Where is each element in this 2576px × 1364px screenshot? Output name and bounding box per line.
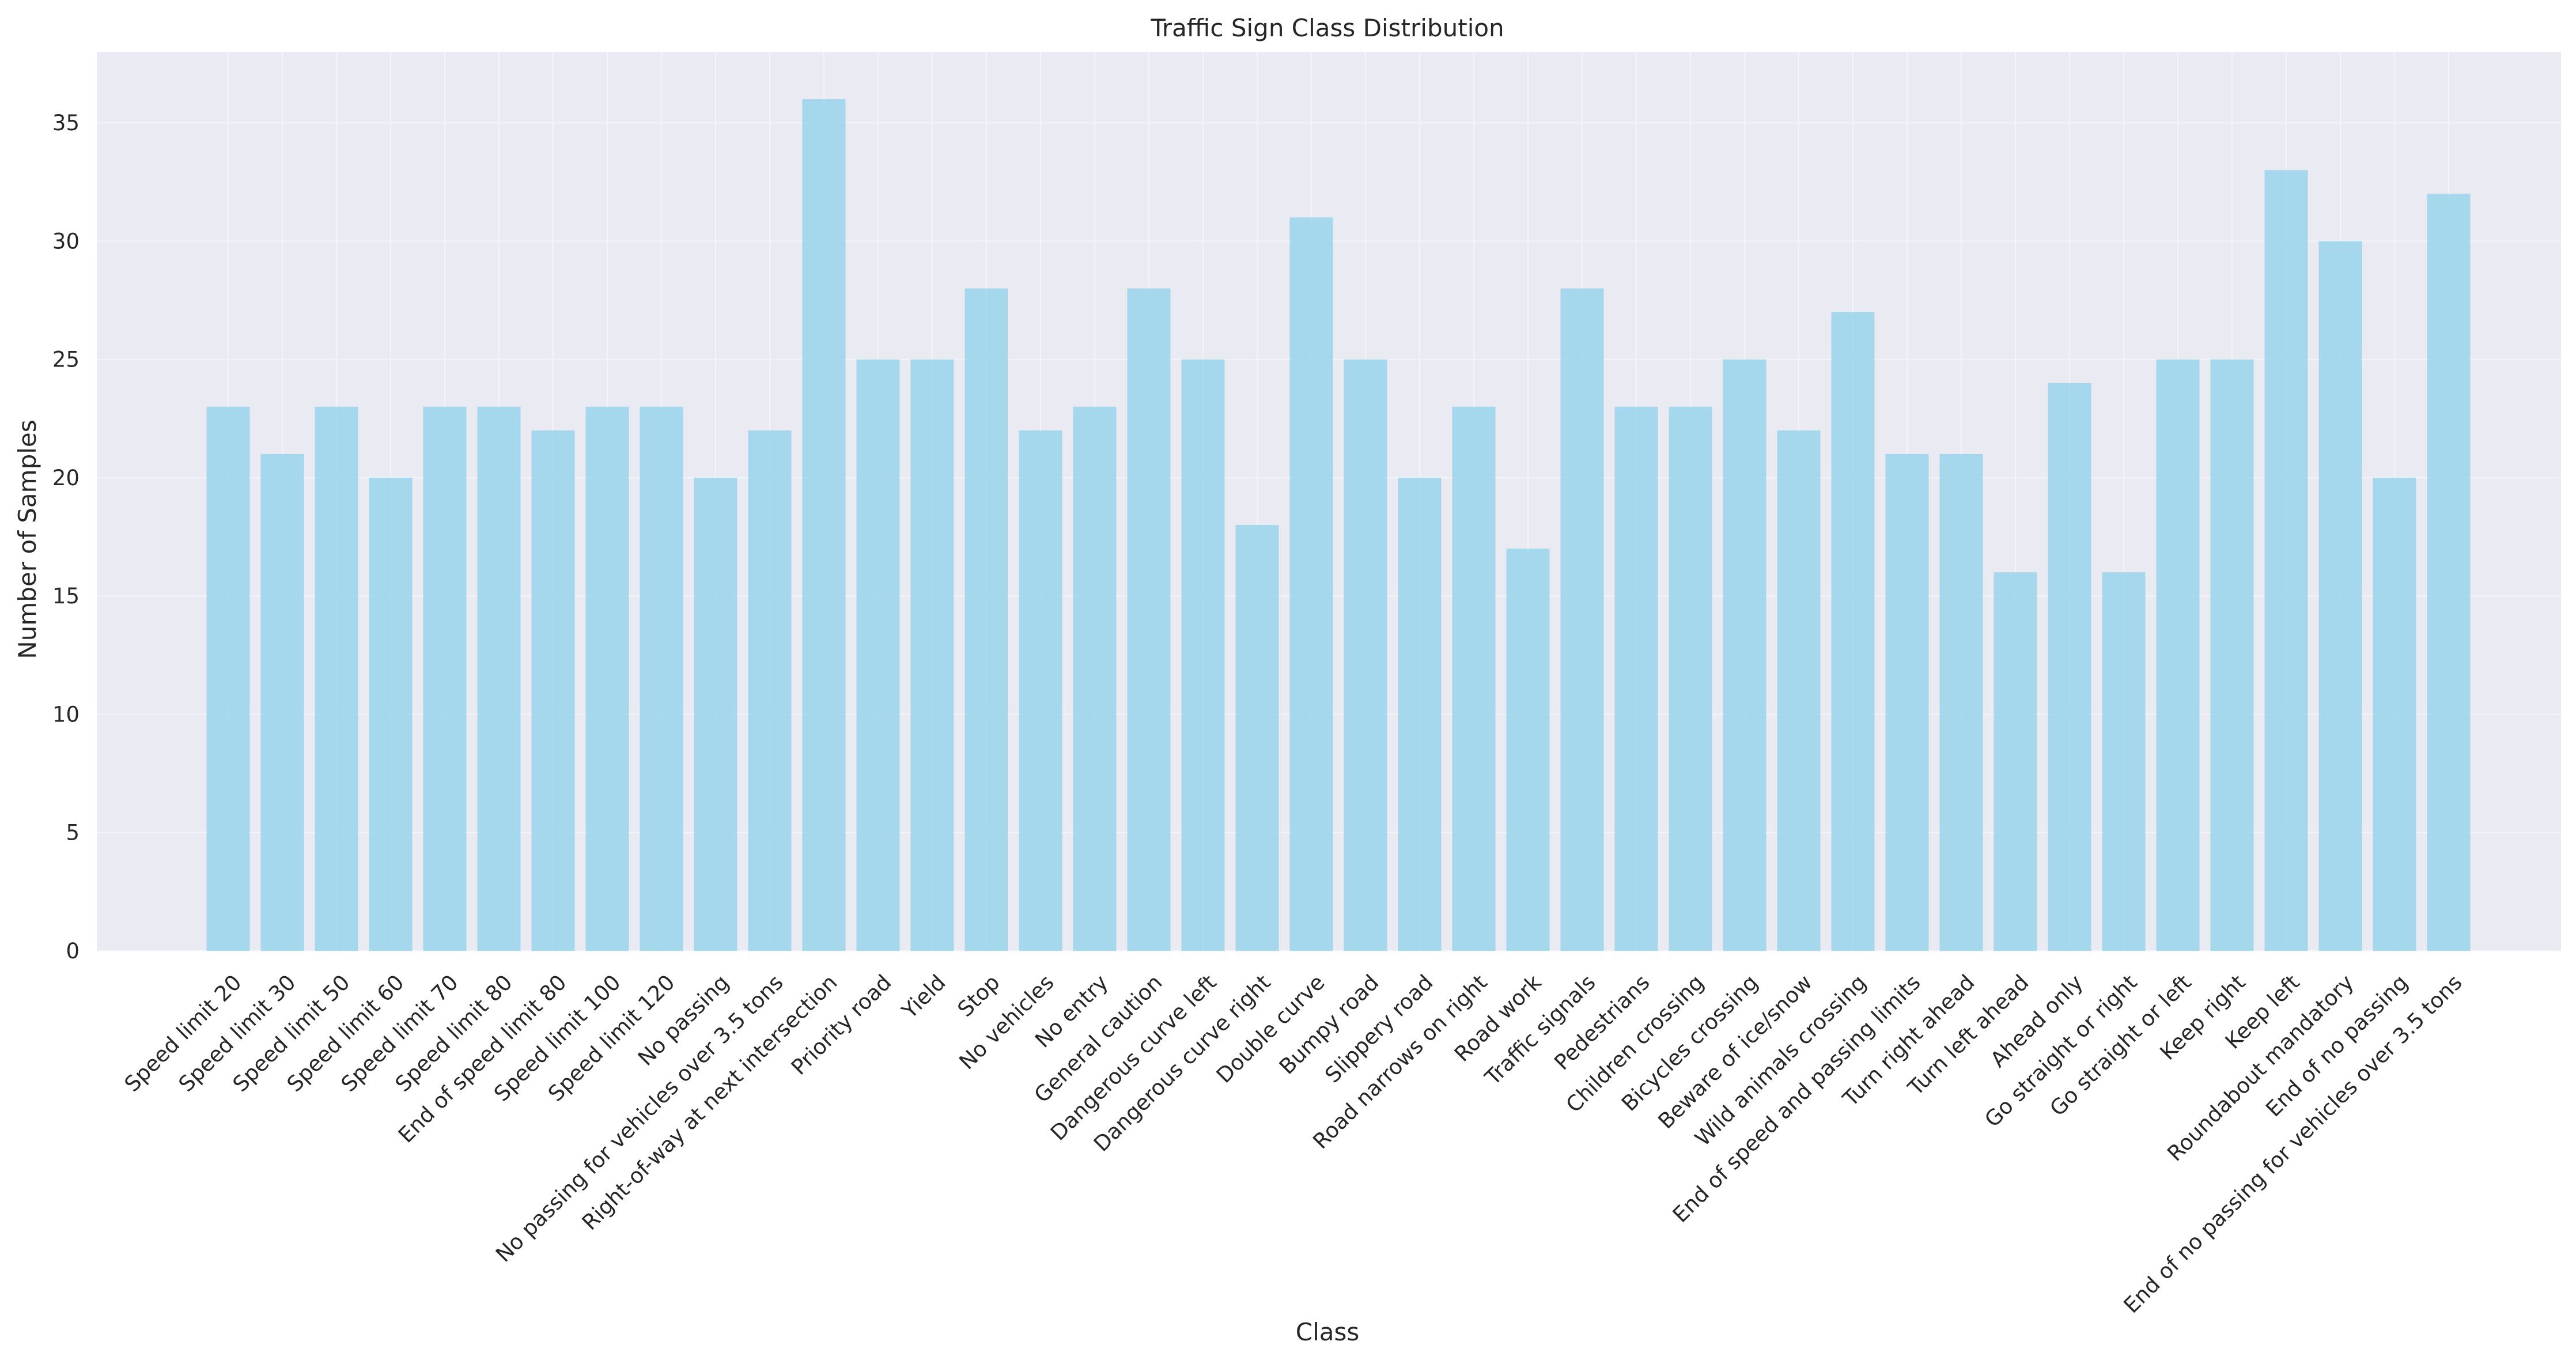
bar [1398,477,1442,951]
y-tick-label: 15 [52,584,80,609]
bar [585,406,629,951]
bars [206,99,2471,951]
bar [1777,430,1821,951]
y-tick-label: 25 [52,347,80,372]
y-axis-ticks: 0 5 10 15 20 25 30 35 [52,111,80,964]
bar [2318,241,2362,951]
y-tick-label: 20 [52,466,80,490]
bar [1723,359,1766,951]
bar [1127,288,1171,951]
bar [206,406,250,951]
bar [1073,406,1117,951]
bar [2048,383,2091,951]
bar [1289,217,1333,951]
y-tick-label: 5 [66,821,80,845]
bar [1560,288,1604,951]
y-axis-label: Number of Samples [13,420,41,659]
bar [1019,430,1062,951]
bar [1939,454,1983,951]
bar [1885,454,1929,951]
bar [1235,525,1279,951]
bar [477,406,521,951]
y-tick-label: 30 [52,229,80,254]
y-tick-label: 10 [52,702,80,727]
bar [1181,359,1225,951]
bar [531,430,575,951]
bar [2210,359,2254,951]
bar [802,99,846,951]
x-tick-label: Yield [897,970,950,1023]
y-tick-label: 35 [52,111,80,135]
bar [910,359,954,951]
bar [260,454,304,951]
bar [423,406,467,951]
bar [640,406,683,951]
bar [369,477,413,951]
bar [964,288,1008,951]
bar [1506,549,1550,951]
bar [2373,477,2416,951]
bar [2427,194,2471,951]
bar [856,359,900,951]
bar [2102,572,2146,951]
bar [1344,359,1387,951]
bar [1614,406,1658,951]
bar [694,477,737,951]
bar [2264,170,2308,951]
bar [1452,406,1496,951]
bar [1831,312,1875,951]
x-axis-label: Class [1296,1318,1360,1346]
chart-title: Traffic Sign Class Distribution [1150,14,1504,42]
bar [1669,406,1712,951]
bar [2156,359,2200,951]
y-tick-label: 0 [66,939,80,964]
bar [748,430,792,951]
bar [315,406,358,951]
bar [1994,572,2037,951]
